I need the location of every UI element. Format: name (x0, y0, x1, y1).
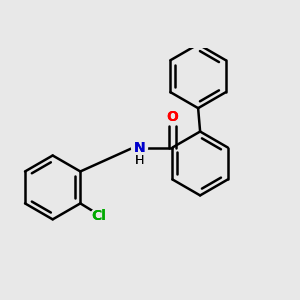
Circle shape (133, 154, 146, 167)
Text: O: O (167, 110, 178, 124)
Text: H: H (135, 154, 144, 167)
Text: Cl: Cl (91, 209, 106, 224)
Text: H: H (135, 154, 144, 167)
Circle shape (164, 109, 180, 124)
Circle shape (131, 140, 148, 155)
Text: Cl: Cl (91, 209, 106, 224)
Text: O: O (167, 110, 178, 124)
Circle shape (90, 208, 106, 224)
Text: N: N (134, 140, 145, 154)
Text: N: N (134, 140, 145, 154)
